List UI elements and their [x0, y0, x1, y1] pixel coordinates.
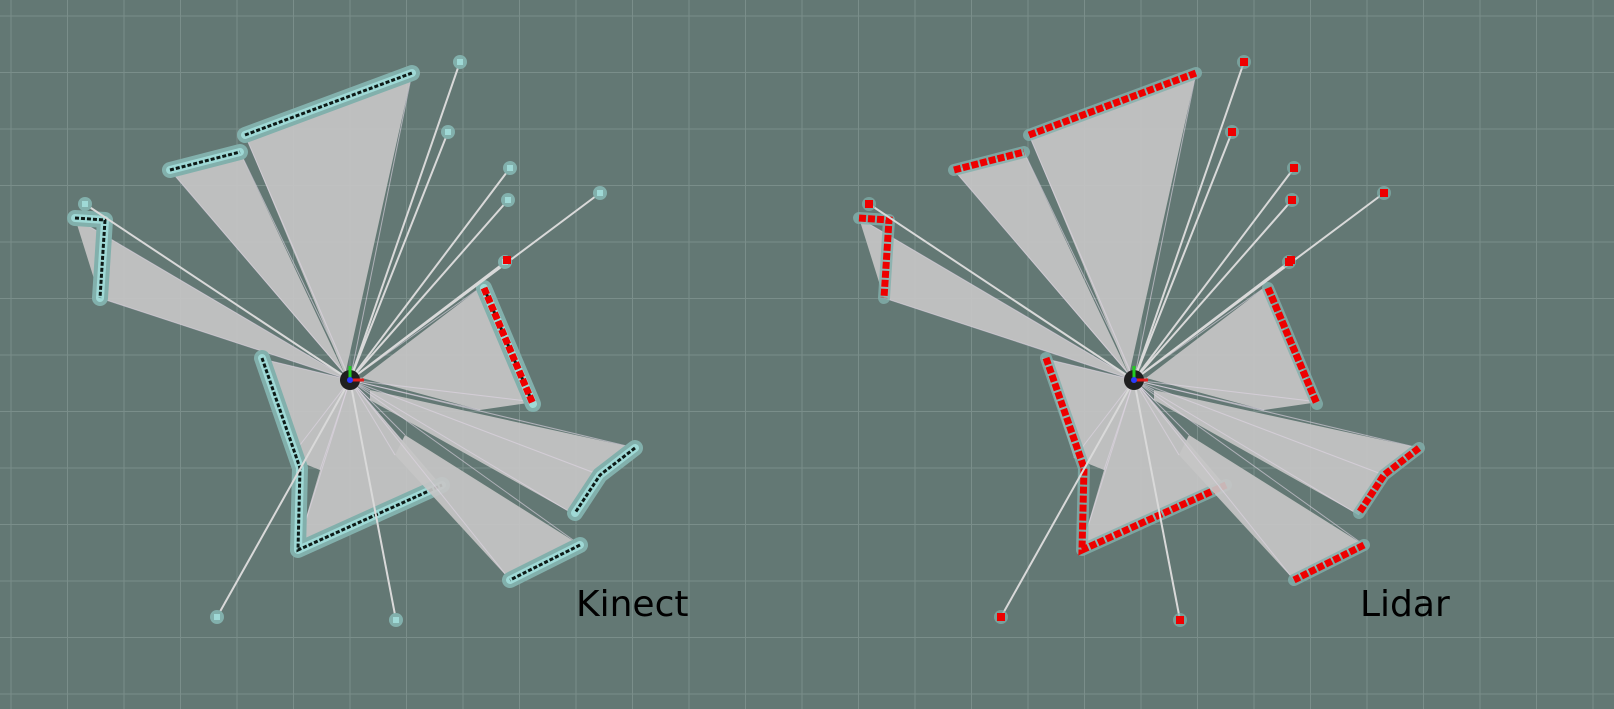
- scan-ray: [1133, 379, 1180, 456]
- obstacle-points: [1240, 58, 1248, 66]
- scan-ray: [349, 61, 461, 381]
- obstacle-cells: [457, 59, 463, 65]
- scan-coverage: [954, 152, 1129, 375]
- scan-ray: [1000, 379, 1135, 618]
- obstacle-cells: [260, 357, 443, 553]
- obstacle-cells: [82, 201, 88, 207]
- obstacle-cells: [509, 543, 581, 582]
- scan-ray: [1133, 167, 1295, 381]
- obstacle-points: [1292, 541, 1366, 584]
- scan-ray: [74, 217, 351, 381]
- scan-ray: [858, 217, 1135, 381]
- scan-ray: [1133, 379, 1420, 449]
- robot-z-axis: [347, 377, 353, 383]
- obstacle-cells: [214, 614, 220, 620]
- obstacle-points: [1287, 256, 1295, 264]
- obstacle-points: [1042, 356, 1228, 556]
- scan-ray: [169, 169, 351, 381]
- kinect-label: Kinect: [576, 584, 689, 625]
- obstacle-points: [1176, 616, 1184, 624]
- obstacle-points: [858, 214, 893, 299]
- scan-ray: [1028, 134, 1135, 381]
- scan-ray: [1133, 199, 1293, 381]
- scan-ray: [1133, 379, 1360, 516]
- scan-ray: [1133, 72, 1197, 381]
- scan-ray: [349, 379, 581, 546]
- kinect-scan-panel: [67, 55, 643, 627]
- scan-ray: [868, 203, 1135, 381]
- scan-ray: [349, 131, 449, 381]
- scan-ray: [1133, 261, 1290, 381]
- scan-ray: [244, 134, 351, 381]
- obstacle-cells: [393, 617, 399, 623]
- scan-coverage: [170, 152, 345, 375]
- scan-ray: [1133, 379, 1365, 546]
- scan-coverage: [1179, 435, 1364, 580]
- obstacle-cells: [507, 165, 513, 171]
- scan-ray: [349, 379, 406, 436]
- scan-ray: [349, 379, 601, 476]
- obstacle-cells: [445, 129, 451, 135]
- obstacle-points: [953, 148, 1025, 174]
- scan-ray: [349, 379, 397, 621]
- obstacle-points: [1290, 164, 1298, 172]
- scan-ray: [349, 72, 413, 381]
- scan-ray: [349, 379, 536, 403]
- scan-ray: [349, 379, 511, 581]
- obstacle-points: [1380, 189, 1388, 197]
- scan-ray: [1133, 379, 1190, 436]
- inflation-zone: [241, 69, 416, 139]
- obstacle-points: [480, 286, 537, 406]
- scan-ray: [1133, 379, 1320, 403]
- obstacle-points: [1356, 445, 1422, 515]
- scan-ray: [1133, 61, 1245, 381]
- scan-coverage: [1154, 390, 1419, 515]
- scan-ray: [349, 379, 636, 449]
- obstacle-points: [865, 200, 873, 208]
- scan-ray: [1133, 379, 1181, 621]
- scan-ray: [883, 297, 1135, 381]
- lidar-label: Lidar: [1360, 584, 1450, 625]
- obstacle-cells: [505, 197, 511, 203]
- lidar-scan-panel: [853, 55, 1425, 627]
- scan-ray: [349, 379, 576, 516]
- scan-ray: [1133, 379, 1295, 581]
- scan-coverage: [1029, 73, 1196, 375]
- scan-ray: [1133, 379, 1385, 476]
- obstacle-points: [1264, 286, 1321, 406]
- scan-ray: [349, 379, 396, 456]
- obstacle-cells: [169, 150, 241, 172]
- obstacle-cells: [573, 446, 636, 514]
- scan-coverage: [395, 435, 580, 580]
- obstacle-points: [997, 613, 1005, 621]
- scan-ray: [953, 169, 1135, 381]
- scan-ray: [349, 261, 506, 381]
- scan-coverage: [370, 390, 635, 515]
- obstacle-points: [1027, 69, 1198, 139]
- scan-ray: [1133, 131, 1233, 381]
- scan-ray: [1041, 357, 1135, 381]
- robot-z-axis: [1131, 377, 1137, 383]
- scan-ray: [99, 297, 351, 381]
- obstacle-cells: [597, 190, 603, 196]
- scan-ray: [216, 379, 351, 618]
- scan-ray: [84, 203, 351, 381]
- obstacle-cells: [74, 216, 107, 299]
- obstacle-points: [1288, 196, 1296, 204]
- scan-coverage: [245, 73, 412, 375]
- scan-ray: [1073, 379, 1135, 459]
- scan-ray: [349, 167, 511, 381]
- scan-ray: [257, 357, 351, 381]
- scan-ray: [349, 199, 509, 381]
- obstacle-points: [503, 256, 511, 264]
- obstacle-points: [1228, 128, 1236, 136]
